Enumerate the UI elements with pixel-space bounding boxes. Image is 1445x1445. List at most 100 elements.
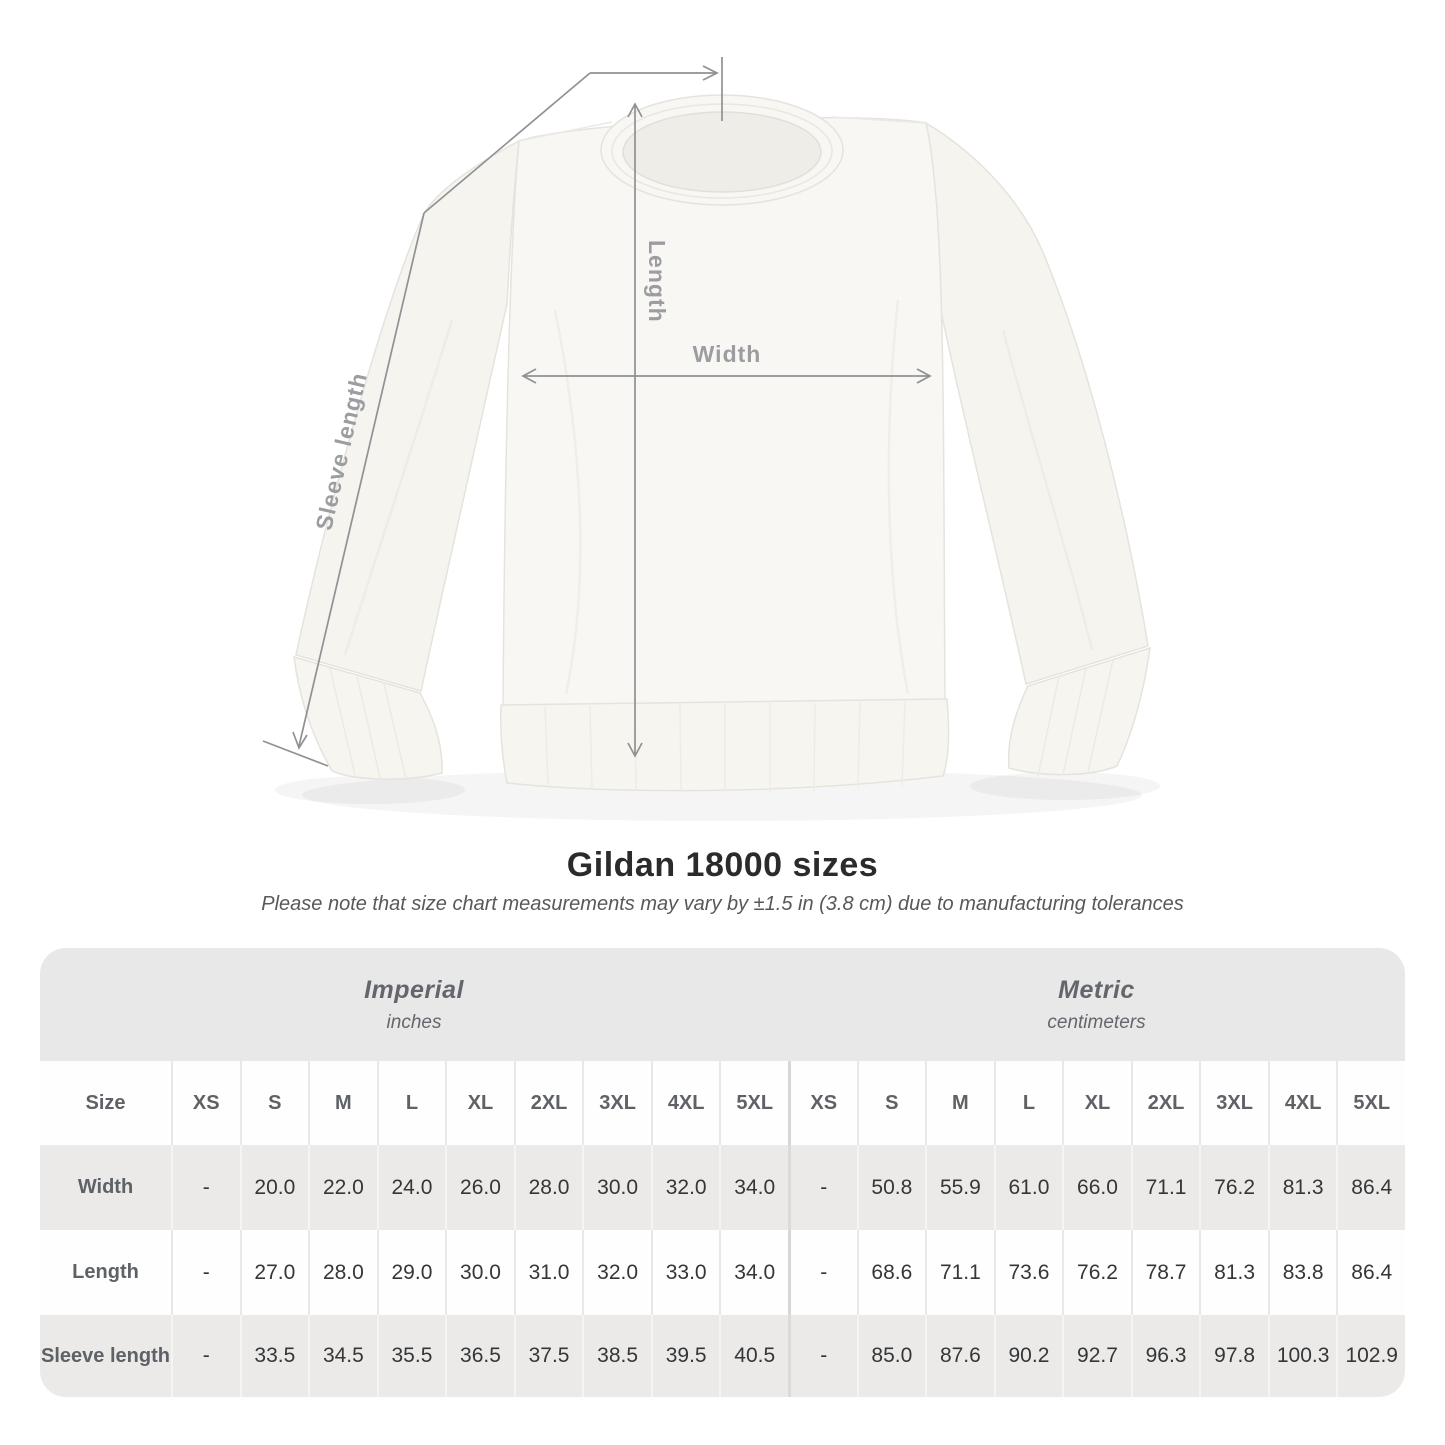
- table-cell-imperial: 35.5: [376, 1315, 446, 1397]
- sleeve-measure-diagonal-1: [423, 72, 591, 214]
- table-cell-imperial: 28.0: [513, 1145, 583, 1230]
- length-measure-bottom-arrow: [627, 742, 643, 758]
- table-cell-metric: 85.0: [856, 1315, 926, 1397]
- sleeve-measure-diagonal-2: [298, 212, 425, 747]
- table-cell-metric: 61.0: [993, 1145, 1063, 1230]
- unit-group-band: Imperial inches Metric centimeters: [40, 948, 1405, 1061]
- unit-group-unit: inches: [386, 1011, 442, 1033]
- size-header-metric-s: S: [856, 1061, 926, 1145]
- table-cell-imperial: 32.0: [582, 1230, 651, 1315]
- shoulder-seams: [518, 116, 927, 142]
- size-header-imperial-m: M: [308, 1061, 377, 1145]
- table-cell-metric: 86.4: [1336, 1145, 1405, 1230]
- tolerance-note: Please note that size chart measurements…: [261, 893, 1184, 915]
- table-cell-metric: 92.7: [1062, 1315, 1131, 1397]
- right-cuff: [1007, 646, 1151, 776]
- page-title: Gildan 18000 sizes: [566, 846, 879, 884]
- unit-group-name: Imperial: [364, 975, 464, 1004]
- size-header-metric-xl: XL: [1062, 1061, 1131, 1145]
- table-cell-imperial: 36.5: [445, 1315, 514, 1397]
- table-cell-imperial: 20.0: [239, 1145, 309, 1230]
- size-header-metric-l: L: [993, 1061, 1063, 1145]
- table-cell-imperial: 38.5: [582, 1315, 651, 1397]
- table-cell-metric: 76.2: [1062, 1230, 1131, 1315]
- table-cell-metric: 76.2: [1199, 1145, 1268, 1230]
- sleeve-measure-end-tick: [262, 740, 329, 767]
- table-cell-metric: 86.4: [1336, 1230, 1405, 1315]
- table-cell-metric: 66.0: [1062, 1145, 1131, 1230]
- table-cell-imperial: 34.0: [719, 1145, 788, 1230]
- size-header-metric-4xl: 4XL: [1267, 1061, 1337, 1145]
- size-header-metric-xs: XS: [788, 1061, 857, 1145]
- right-cuff-ribs: [1037, 659, 1114, 777]
- table-cell-imperial: 30.0: [445, 1230, 514, 1315]
- table-cell-metric: 90.2: [993, 1315, 1063, 1397]
- table-cell-metric: 78.7: [1130, 1230, 1200, 1315]
- size-header-imperial-s: S: [239, 1061, 309, 1145]
- table-cell-metric: 97.8: [1199, 1315, 1268, 1397]
- table-cell-metric: 71.1: [1130, 1145, 1200, 1230]
- size-table: Imperial inches Metric centimeters Size X…: [40, 948, 1405, 1397]
- size-header-metric-m: M: [925, 1061, 994, 1145]
- width-label: Width: [693, 341, 762, 367]
- table-cell-metric: 55.9: [925, 1145, 994, 1230]
- size-header-metric-3xl: 3XL: [1199, 1061, 1268, 1145]
- body-fold-left: [553, 309, 582, 695]
- table-cell-metric: -: [788, 1145, 857, 1230]
- table-cell-metric: 81.3: [1199, 1230, 1268, 1315]
- table-cell-imperial: 34.0: [719, 1230, 788, 1315]
- table-cell-metric: -: [788, 1315, 857, 1397]
- table-cell-metric: 96.3: [1130, 1315, 1200, 1397]
- table-cell-imperial: 24.0: [376, 1145, 446, 1230]
- table-cell-metric: 83.8: [1267, 1230, 1337, 1315]
- size-header-imperial-4xl: 4XL: [650, 1061, 720, 1145]
- table-cell-imperial: 33.5: [239, 1315, 309, 1397]
- collar-inner: [622, 111, 822, 193]
- table-cell-imperial: 27.0: [239, 1230, 309, 1315]
- table-cell-imperial: 40.5: [719, 1315, 788, 1397]
- table-cell-imperial: 32.0: [650, 1145, 720, 1230]
- size-header-imperial-5xl: 5XL: [719, 1061, 788, 1145]
- sweatshirt-body: [502, 116, 946, 708]
- unit-group-unit: centimeters: [1047, 1011, 1146, 1033]
- table-cell-metric: 100.3: [1267, 1315, 1337, 1397]
- cuff-shadow-left: [275, 776, 465, 804]
- table-cell-imperial: 39.5: [650, 1315, 720, 1397]
- table-cell-imperial: 28.0: [308, 1230, 377, 1315]
- table-cell-imperial: 22.0: [308, 1145, 377, 1230]
- size-header-imperial-xs: XS: [171, 1061, 240, 1145]
- table-cell-imperial: 31.0: [513, 1230, 583, 1315]
- left-cuff-ribs: [329, 667, 407, 780]
- table-cell-imperial: 37.5: [513, 1315, 583, 1397]
- table-cell-metric: 81.3: [1267, 1145, 1337, 1230]
- left-sleeve-fold: [343, 319, 454, 656]
- right-sleeve-fold: [1001, 329, 1094, 651]
- size-header-metric-2xl: 2XL: [1130, 1061, 1200, 1145]
- table-cell-imperial: -: [171, 1145, 240, 1230]
- table-cell-metric: 102.9: [1336, 1315, 1405, 1397]
- unit-group-imperial: Imperial inches: [40, 948, 788, 1061]
- sleeve-measure-right-arrow: [702, 65, 719, 81]
- table-cell-imperial: -: [171, 1315, 240, 1397]
- table-cell-imperial: -: [171, 1230, 240, 1315]
- table-cell-metric: -: [788, 1230, 857, 1315]
- sweatshirt-diagram: Length Width Sleeve length: [262, 57, 1160, 804]
- cuff-shadow-right: [970, 772, 1160, 800]
- table-cell-imperial: 30.0: [582, 1145, 651, 1230]
- left-sleeve: [295, 139, 520, 692]
- length-label: Length: [644, 240, 670, 323]
- table-cell-metric: 68.6: [856, 1230, 926, 1315]
- row-label-width: Width: [40, 1145, 171, 1230]
- width-measure-right-arrow: [916, 368, 932, 384]
- table-cell-imperial: 26.0: [445, 1145, 514, 1230]
- row-label-length: Length: [40, 1230, 171, 1315]
- body-fold-right: [887, 299, 910, 695]
- right-sleeve: [925, 121, 1149, 685]
- length-measure-top-arrow: [627, 102, 643, 118]
- table-cell-metric: 50.8: [856, 1145, 926, 1230]
- unit-group-metric: Metric centimeters: [788, 948, 1405, 1061]
- table-cell-metric: 71.1: [925, 1230, 994, 1315]
- size-header-imperial-2xl: 2XL: [513, 1061, 583, 1145]
- sleeve-measure-end-arrow: [292, 731, 308, 750]
